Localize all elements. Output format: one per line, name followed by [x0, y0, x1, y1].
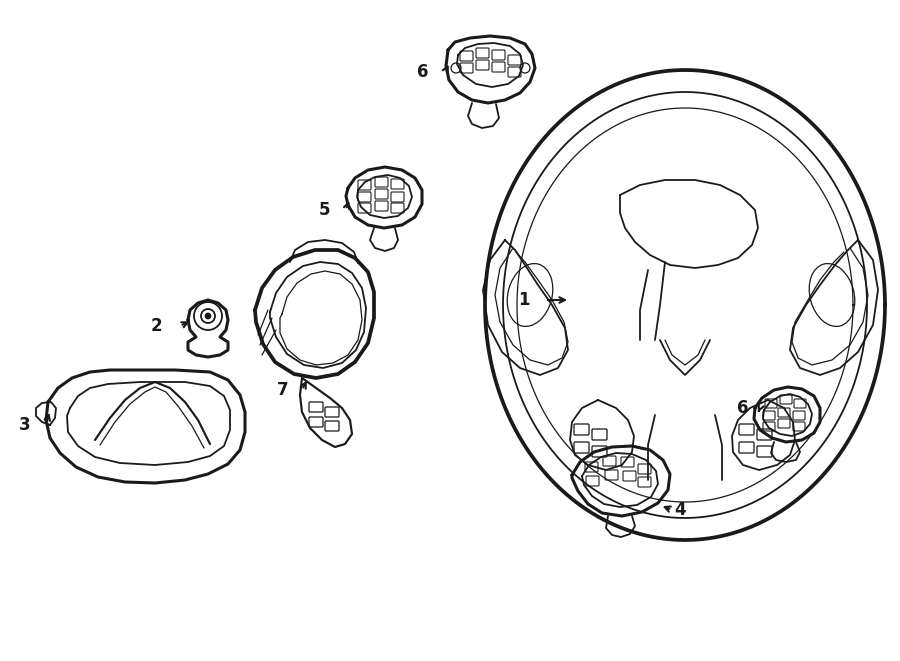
Polygon shape [620, 180, 758, 268]
Text: 6: 6 [736, 399, 748, 417]
Text: 6: 6 [417, 63, 428, 81]
Polygon shape [346, 167, 422, 228]
Polygon shape [606, 516, 635, 537]
Polygon shape [771, 442, 800, 462]
Polygon shape [300, 378, 352, 447]
Polygon shape [790, 240, 878, 375]
Polygon shape [485, 70, 885, 540]
Polygon shape [370, 228, 398, 251]
Text: 5: 5 [319, 201, 330, 219]
Text: 1: 1 [518, 291, 530, 309]
Text: 7: 7 [276, 381, 288, 399]
Polygon shape [46, 370, 245, 483]
Ellipse shape [205, 313, 211, 319]
Polygon shape [732, 400, 795, 470]
Polygon shape [570, 400, 634, 470]
Polygon shape [483, 240, 568, 375]
Polygon shape [572, 446, 670, 516]
Polygon shape [255, 250, 374, 378]
Polygon shape [468, 103, 499, 128]
Polygon shape [36, 402, 56, 425]
Text: 2: 2 [150, 317, 162, 335]
Text: 3: 3 [18, 416, 30, 434]
Polygon shape [754, 387, 820, 442]
Polygon shape [188, 300, 228, 357]
Text: 4: 4 [674, 501, 686, 519]
Polygon shape [446, 36, 535, 103]
